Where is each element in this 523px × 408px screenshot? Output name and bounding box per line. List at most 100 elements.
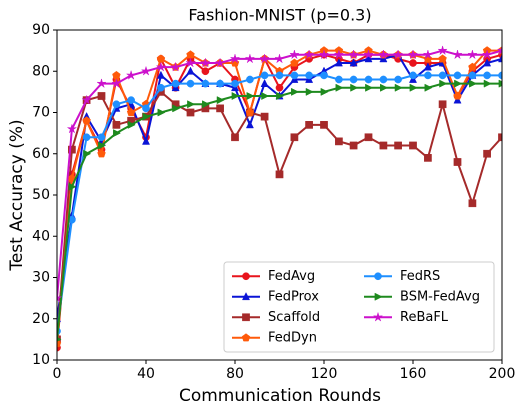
y-tick-label: 60	[32, 146, 50, 162]
marker	[231, 79, 239, 88]
marker	[365, 83, 374, 92]
y-tick-label: 20	[32, 311, 50, 327]
marker	[68, 182, 77, 191]
marker	[454, 79, 463, 88]
marker	[97, 92, 106, 100]
marker	[290, 133, 299, 142]
marker	[453, 91, 462, 100]
marker	[186, 108, 195, 117]
marker	[394, 141, 402, 150]
marker	[142, 104, 150, 113]
marker	[335, 137, 343, 146]
marker	[82, 133, 91, 142]
marker	[379, 54, 388, 63]
marker	[438, 54, 447, 63]
marker	[202, 100, 211, 109]
marker	[201, 67, 210, 76]
marker	[113, 129, 122, 138]
marker	[170, 61, 181, 72]
marker	[364, 54, 373, 63]
marker	[320, 121, 328, 129]
marker	[68, 145, 76, 154]
marker	[172, 104, 181, 113]
marker	[241, 292, 251, 301]
y-tick-label: 90	[32, 22, 50, 38]
marker	[468, 62, 477, 71]
plot-area	[57, 45, 502, 352]
marker	[438, 100, 447, 109]
marker	[186, 66, 195, 75]
marker	[216, 96, 225, 105]
marker	[379, 141, 388, 150]
marker	[82, 116, 91, 125]
marker	[112, 70, 121, 79]
legend-label: Scaffold	[268, 310, 320, 325]
marker	[260, 71, 269, 80]
marker	[394, 83, 403, 92]
marker	[305, 87, 314, 96]
marker	[260, 78, 269, 87]
marker	[127, 120, 136, 129]
marker	[372, 311, 384, 322]
marker	[409, 141, 417, 150]
marker	[349, 58, 358, 67]
marker	[437, 45, 448, 56]
marker	[216, 104, 224, 113]
marker	[96, 78, 107, 89]
marker	[290, 71, 299, 80]
marker	[275, 83, 284, 92]
marker	[261, 91, 270, 101]
marker	[333, 49, 345, 60]
x-tick-label: 200	[489, 366, 516, 382]
marker	[229, 53, 241, 64]
x-tick-label: 160	[400, 366, 427, 382]
marker	[305, 121, 313, 129]
marker	[305, 71, 313, 80]
marker	[156, 54, 166, 63]
marker	[334, 58, 343, 67]
marker	[422, 49, 434, 60]
plot-frame	[56, 29, 503, 361]
marker	[424, 71, 432, 80]
marker	[380, 83, 389, 92]
marker	[467, 49, 478, 60]
marker	[335, 83, 344, 92]
marker	[394, 75, 402, 84]
marker	[201, 79, 210, 88]
marker	[468, 199, 477, 208]
x-tick-label: 0	[53, 366, 62, 382]
marker	[469, 79, 478, 88]
marker	[242, 313, 250, 322]
legend-label: ReBaFL	[400, 310, 449, 325]
marker	[214, 57, 226, 68]
marker	[246, 91, 255, 101]
marker	[186, 79, 195, 88]
marker	[303, 49, 315, 60]
marker	[407, 49, 419, 60]
marker	[244, 53, 256, 64]
marker	[483, 58, 492, 67]
marker	[497, 54, 502, 63]
marker	[245, 108, 255, 117]
marker	[242, 272, 250, 281]
marker	[98, 141, 107, 150]
marker	[483, 79, 492, 88]
marker	[348, 49, 359, 60]
marker	[374, 292, 383, 301]
x-tick-label: 80	[226, 366, 244, 382]
marker	[364, 133, 373, 142]
x-tick-label: 120	[311, 366, 338, 382]
marker	[83, 149, 92, 158]
marker	[81, 94, 92, 105]
marker	[66, 123, 78, 134]
x-tick-label: 40	[137, 366, 155, 382]
marker	[320, 71, 328, 80]
marker	[364, 75, 373, 84]
y-tick-label: 80	[32, 63, 50, 79]
legend-label: FedRS	[400, 269, 440, 284]
marker	[481, 49, 493, 60]
marker	[378, 49, 389, 60]
marker	[140, 65, 152, 76]
chart-title: Fashion-MNIST (p=0.3)	[188, 6, 371, 25]
